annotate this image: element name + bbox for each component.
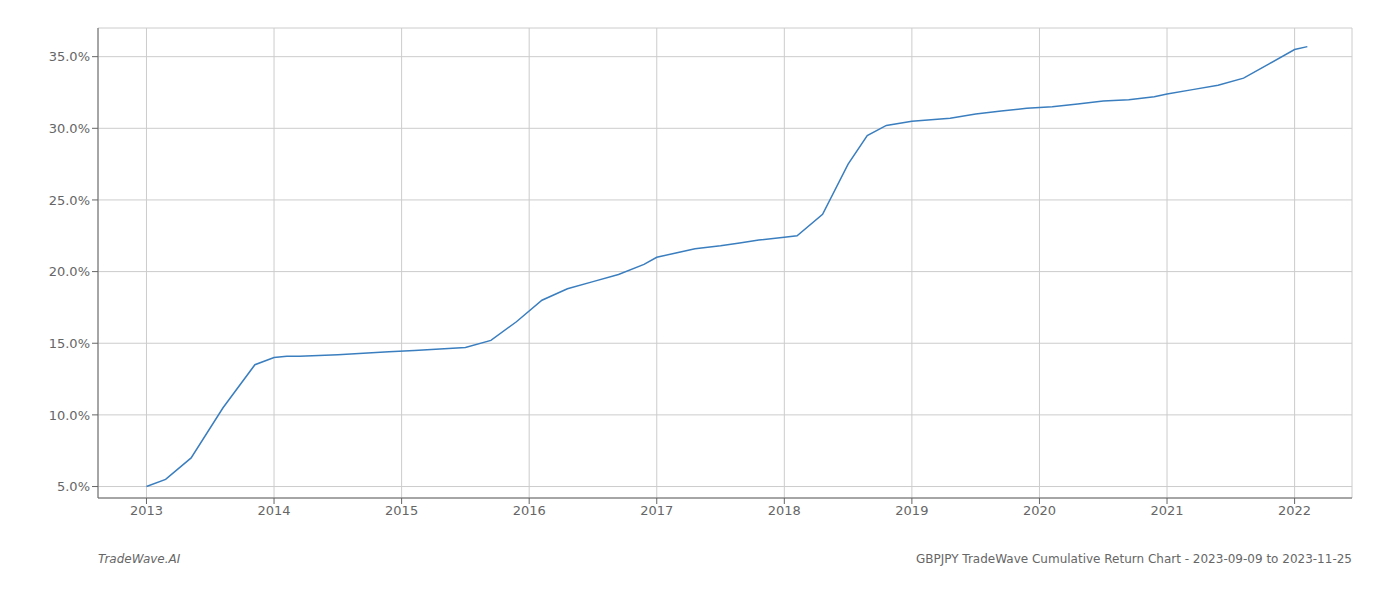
html-text:TradeWave.AI: TradeWave.AI <box>98 552 181 566</box>
svg-text:2013: 2013 <box>130 503 163 518</box>
svg-text:2021: 2021 <box>1150 503 1183 518</box>
svg-text:2020: 2020 <box>1023 503 1056 518</box>
svg-text:2022: 2022 <box>1278 503 1311 518</box>
svg-text:2019: 2019 <box>895 503 928 518</box>
svg-text:35.0%: 35.0% <box>49 49 90 64</box>
svg-text:20.0%: 20.0% <box>49 264 90 279</box>
svg-text:30.0%: 30.0% <box>49 121 90 136</box>
svg-text:2018: 2018 <box>768 503 801 518</box>
svg-text:2014: 2014 <box>257 503 290 518</box>
svg-text:25.0%: 25.0% <box>49 193 90 208</box>
svg-text:10.0%: 10.0% <box>49 408 90 423</box>
svg-text:15.0%: 15.0% <box>49 336 90 351</box>
svg-text:2016: 2016 <box>513 503 546 518</box>
svg-text:2015: 2015 <box>385 503 418 518</box>
svg-text:5.0%: 5.0% <box>57 479 90 494</box>
html-text:GBPJPY TradeWave Cumulative Re: GBPJPY TradeWave Cumulative Return Chart… <box>915 552 1352 566</box>
svg-text:2017: 2017 <box>640 503 673 518</box>
